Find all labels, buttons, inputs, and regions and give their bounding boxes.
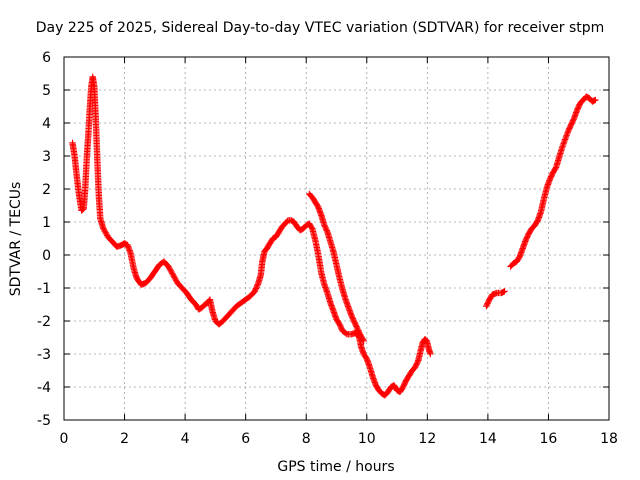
y-tick-label: -3 [37,347,51,363]
data-point-marker [252,285,260,292]
data-point-marker [592,96,599,104]
y-tick-label: 5 [42,83,51,99]
y-tick-label: -1 [37,281,51,297]
x-tick-label: 4 [181,431,190,447]
data-point-marker [254,281,261,288]
data-point-marker [100,225,107,232]
data-marks [69,73,599,399]
y-tick-label: -4 [37,380,51,396]
data-point-marker [101,228,109,235]
series-marks [507,93,599,270]
y-tick-label: -5 [37,413,51,429]
data-point-marker [169,271,177,278]
y-tick-labels: -5 -4 -3 -2 -1 0 1 2 3 4 5 6 [37,50,51,429]
data-point-marker [167,267,174,274]
data-point-marker [570,116,577,123]
series-marks [483,288,508,310]
axis-ticks [63,56,610,421]
y-tick-label: -2 [37,314,51,330]
data-point-marker [253,283,260,291]
data-point-marker [360,337,367,344]
data-point-marker [103,230,110,238]
data-point-marker [414,358,421,366]
x-axis-title: GPS time / hours [277,459,394,475]
x-tick-labels: 0 2 4 6 8 10 12 14 16 18 [60,431,618,447]
data-point-marker [165,263,172,270]
data-point-marker [170,272,177,280]
x-tick-label: 6 [241,431,250,447]
x-tick-label: 12 [418,431,436,447]
data-point-marker [500,288,507,296]
y-tick-label: 4 [42,116,51,132]
y-axis-title: SDTVAR / TECUs [8,182,24,297]
y-tick-label: 6 [42,50,51,66]
data-point-marker [168,268,175,276]
data-point-marker [427,350,434,358]
plot-frame [63,56,610,421]
data-point-marker [359,336,367,343]
data-point-marker [251,288,258,295]
data-point-marker [501,288,508,295]
data-point-marker [102,229,109,236]
data-point-marker [172,275,179,283]
y-tick-label: 1 [42,215,51,231]
data-point-marker [169,270,176,277]
data-point-marker [166,264,173,272]
x-tick-label: 18 [600,431,618,447]
x-tick-label: 16 [540,431,558,447]
data-point-marker [166,266,174,273]
x-tick-label: 0 [60,431,69,447]
y-tick-label: 3 [42,149,51,165]
data-point-marker [252,286,259,294]
x-tick-label: 10 [358,431,376,447]
data-point-marker [100,226,108,234]
y-tick-label: 2 [42,182,51,198]
data-point-marker [172,277,180,284]
chart-title: Day 225 of 2025, Sidereal Day-to-day VTE… [36,20,605,36]
data-point-marker [253,282,261,289]
x-tick-label: 2 [120,431,129,447]
x-tick-label: 14 [479,431,497,447]
series-marks [69,73,434,399]
data-point-marker [323,227,331,234]
series-marks [306,190,367,344]
x-tick-label: 8 [302,431,311,447]
y-tick-label: 0 [42,248,51,264]
grid [64,57,609,420]
data-point-marker [171,274,178,281]
